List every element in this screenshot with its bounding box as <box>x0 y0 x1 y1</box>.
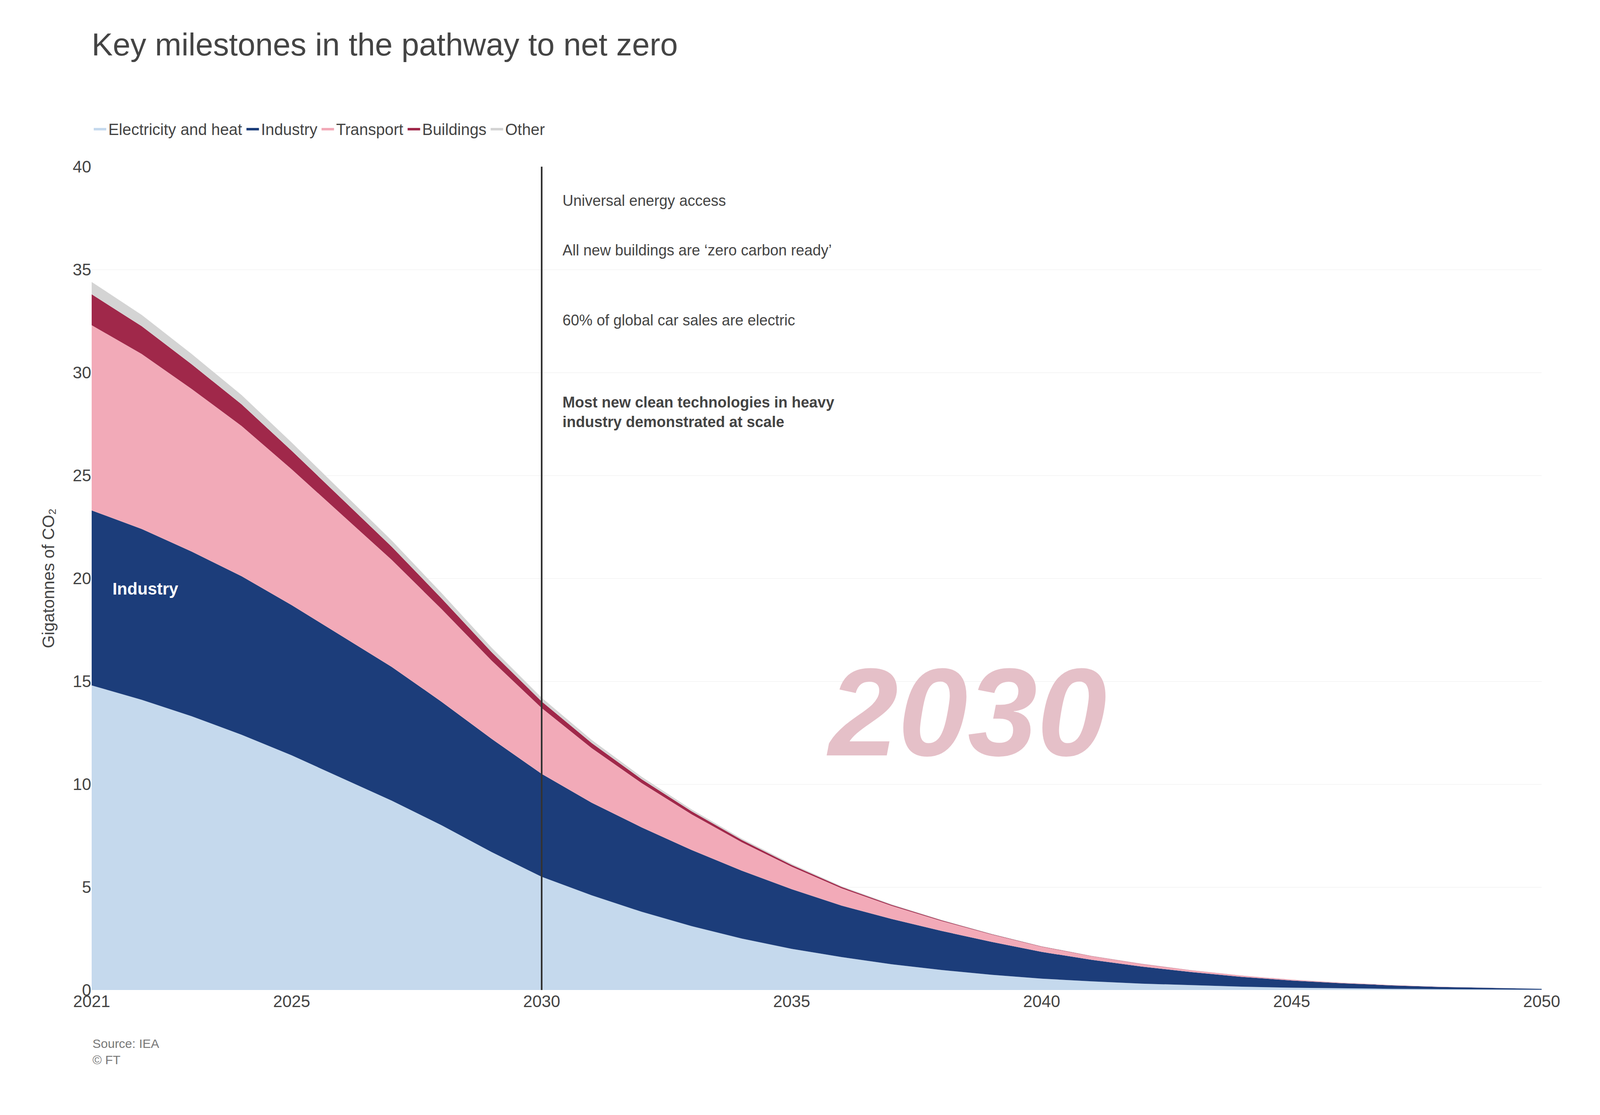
svg-text:Electricity and heat: Electricity and heat <box>108 120 243 139</box>
svg-text:2030: 2030 <box>523 992 561 1011</box>
svg-text:Key milestones in the pathway: Key milestones in the pathway to net zer… <box>91 26 678 63</box>
svg-text:Industry: Industry <box>112 579 179 598</box>
svg-text:All new buildings are ‘zero ca: All new buildings are ‘zero carbon ready… <box>562 241 832 259</box>
svg-text:2045: 2045 <box>1273 992 1311 1011</box>
svg-text:2030: 2030 <box>826 642 1107 783</box>
svg-text:30: 30 <box>72 363 92 382</box>
svg-text:10: 10 <box>72 775 92 794</box>
svg-text:5: 5 <box>82 877 92 897</box>
svg-text:20: 20 <box>72 569 92 588</box>
svg-text:Buildings: Buildings <box>422 120 487 139</box>
svg-text:2035: 2035 <box>773 992 811 1011</box>
svg-text:Universal energy access: Universal energy access <box>562 192 726 210</box>
svg-text:2050: 2050 <box>1523 992 1561 1011</box>
svg-text:2025: 2025 <box>273 992 311 1011</box>
svg-text:2021: 2021 <box>73 992 111 1011</box>
svg-text:Source: IEA© FT: Source: IEA© FT <box>92 1036 160 1067</box>
svg-text:0: 0 <box>82 980 92 1000</box>
svg-text:2040: 2040 <box>1023 992 1061 1011</box>
svg-text:35: 35 <box>72 260 92 279</box>
svg-text:Industry: Industry <box>260 120 318 139</box>
svg-text:40: 40 <box>72 157 92 176</box>
svg-text:25: 25 <box>72 466 92 485</box>
svg-text:Gigatonnes of CO₂: Gigatonnes of CO₂ <box>39 508 58 649</box>
svg-text:Most new clean technologies in: Most new clean technologies in heavyindu… <box>562 393 835 431</box>
svg-text:60% of global car sales are el: 60% of global car sales are electric <box>562 311 795 329</box>
svg-text:Other: Other <box>505 120 545 139</box>
svg-text:15: 15 <box>72 672 92 691</box>
svg-text:Transport: Transport <box>336 120 404 139</box>
